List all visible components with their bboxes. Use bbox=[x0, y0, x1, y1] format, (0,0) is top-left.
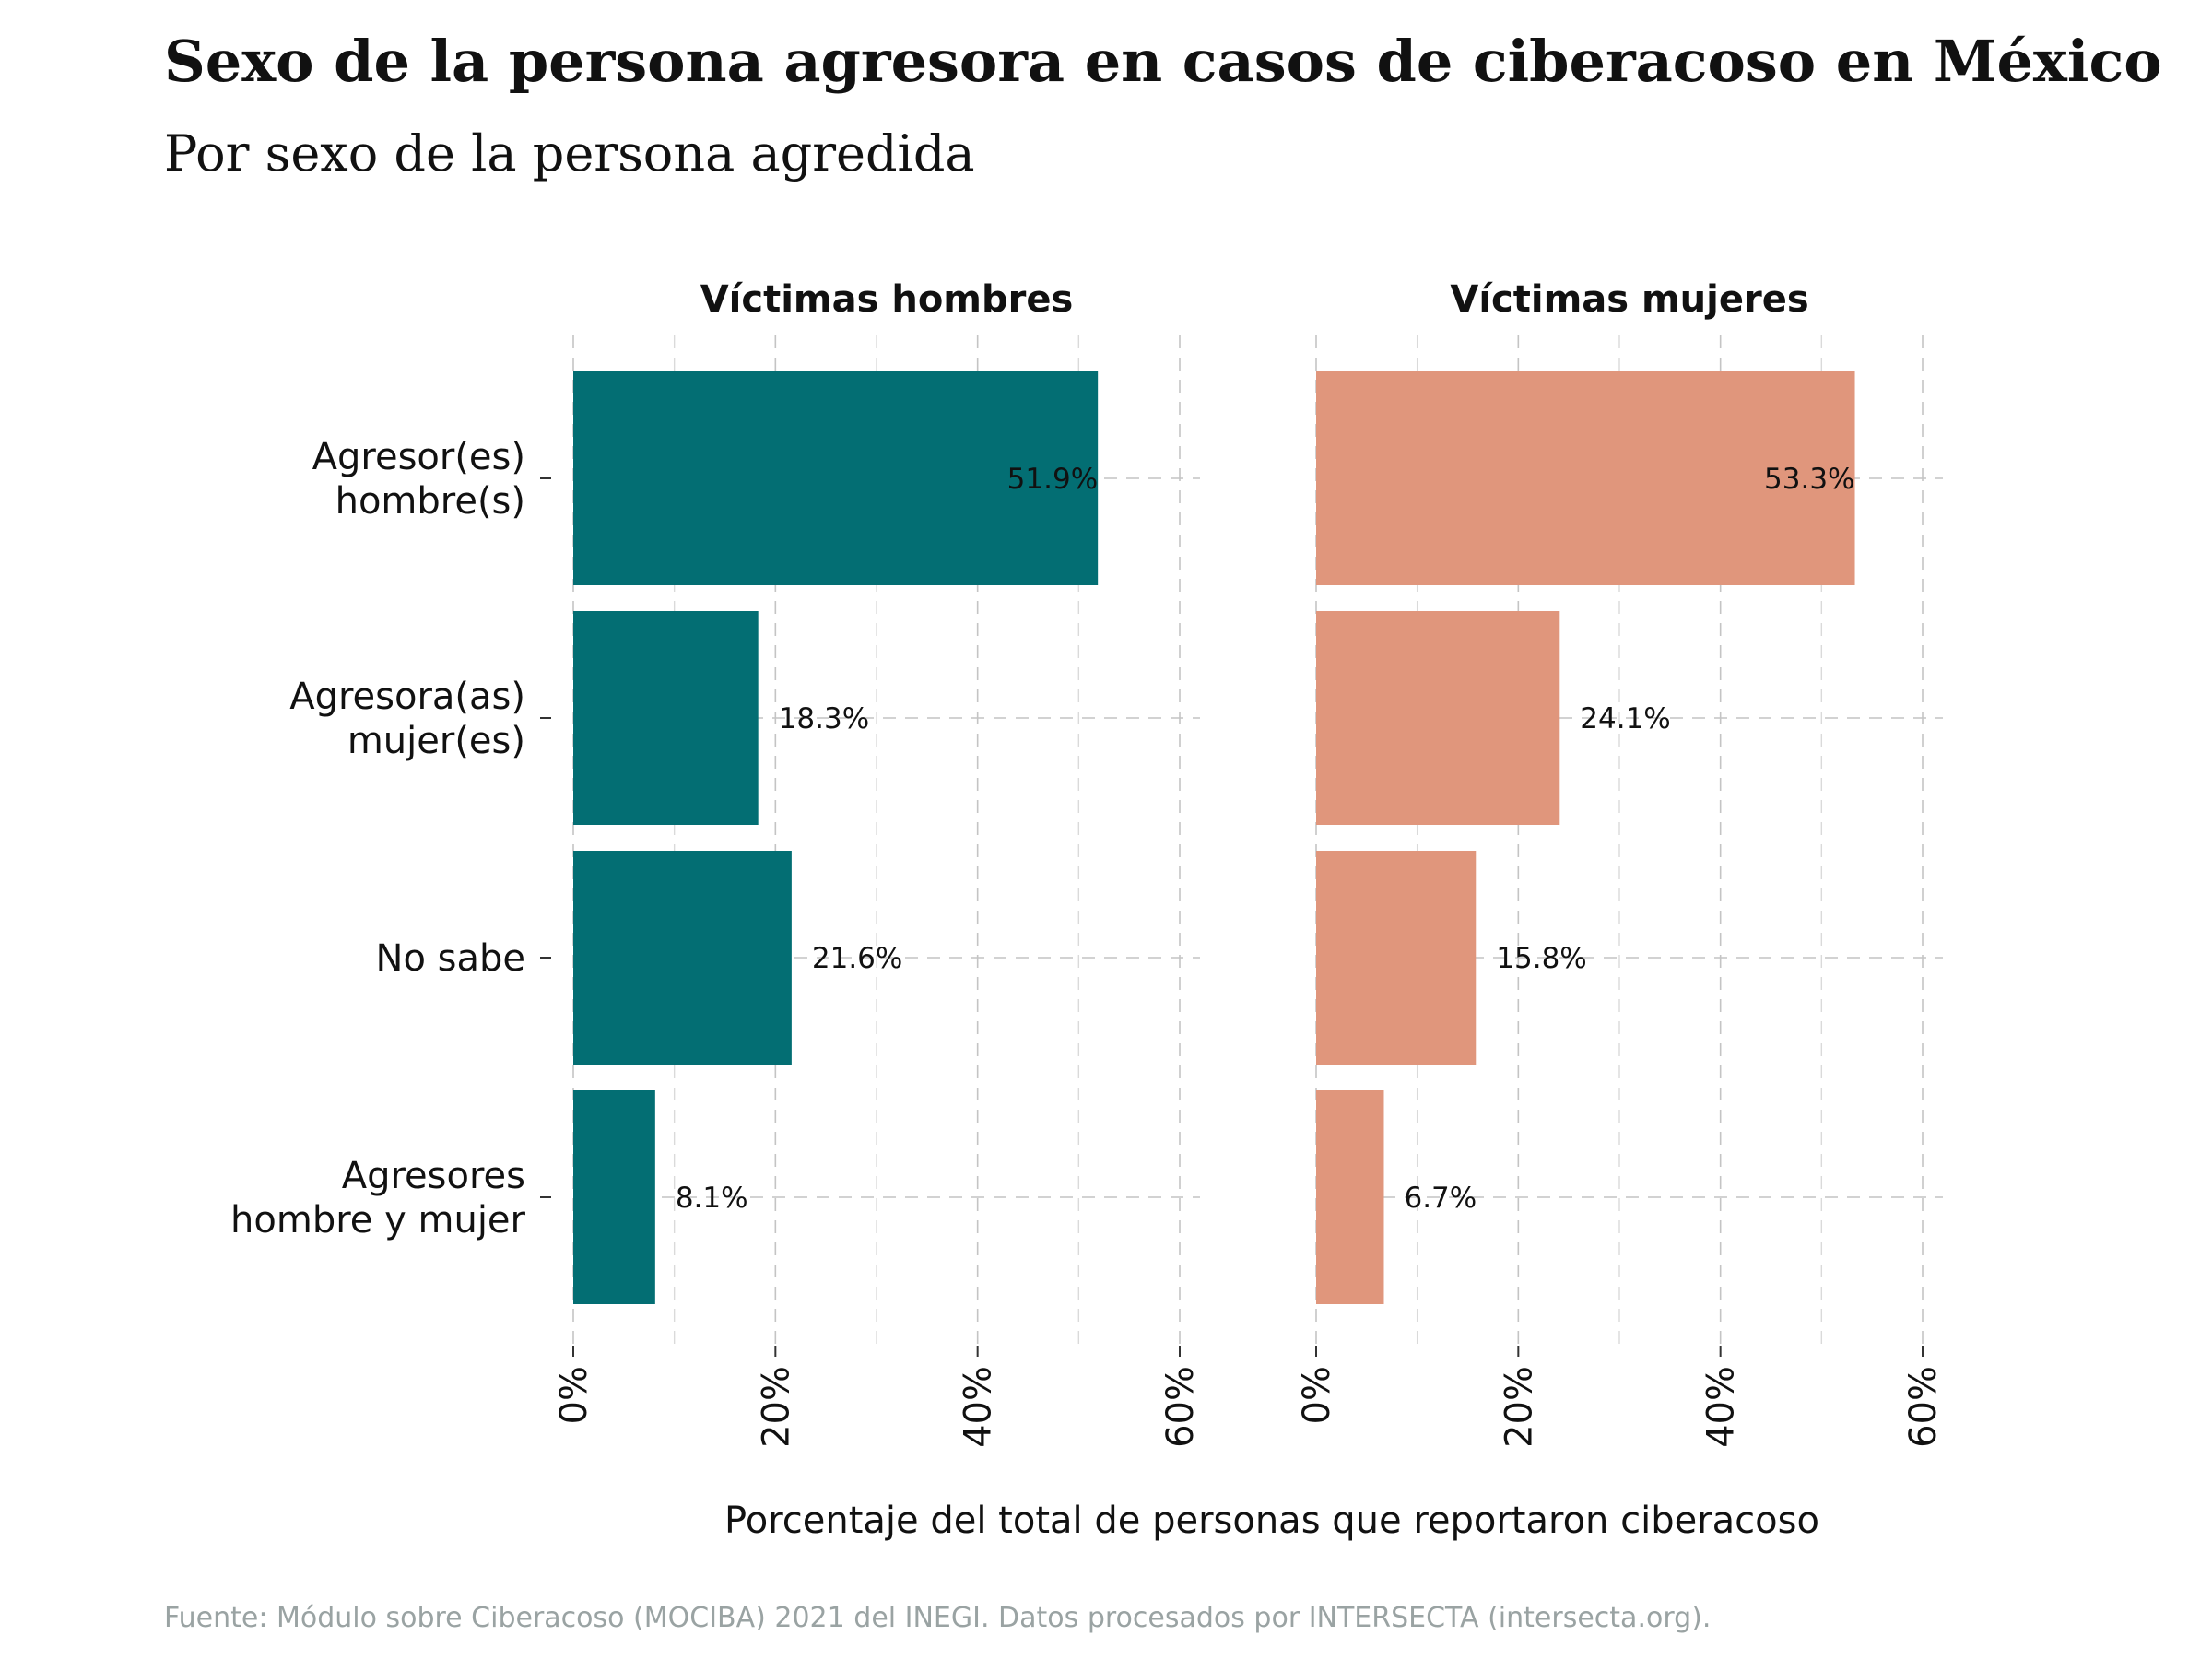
category-label-line: hombre(s) bbox=[335, 480, 525, 523]
category-label-line: hombre y mujer bbox=[230, 1199, 525, 1241]
data-label: 6.7% bbox=[1404, 1182, 1477, 1215]
chart-caption: Fuente: Módulo sobre Ciberacoso (MOCIBA)… bbox=[164, 1602, 1711, 1634]
panel-title: Víctimas mujeres bbox=[1450, 278, 1808, 321]
bar bbox=[1316, 851, 1477, 1065]
category-label-line: mujer(es) bbox=[347, 720, 525, 762]
bar bbox=[573, 851, 792, 1065]
chart-subtitle: Por sexo de la persona agredida bbox=[164, 124, 975, 182]
category-label: Agresores hombre y mujer bbox=[230, 1155, 525, 1241]
plot-area: 51.9% 18.3% 21.6% 8.1% Víctimas hombres 0% 20%… bbox=[230, 278, 1945, 1448]
bar bbox=[1316, 1090, 1384, 1304]
data-label: 15.8% bbox=[1496, 942, 1586, 975]
x-axis-title: Porcentaje del total de personas que rep… bbox=[724, 1500, 1819, 1542]
bar bbox=[573, 1090, 655, 1304]
x-tick-label: 20% bbox=[1498, 1366, 1540, 1448]
category-label: No sabe bbox=[376, 937, 525, 980]
bar bbox=[1316, 611, 1560, 825]
data-label: 24.1% bbox=[1580, 702, 1670, 735]
panel-1: 51.9% 18.3% 21.6% 8.1% Víctimas hombres 0% 20%… bbox=[553, 278, 1202, 1448]
bar bbox=[573, 611, 759, 825]
panel-title: Víctimas hombres bbox=[700, 278, 1074, 321]
chart-title: Sexo de la persona agresora en casos de … bbox=[164, 28, 2162, 95]
category-label: Agresor(es) hombre(s) bbox=[312, 436, 525, 523]
data-label: 53.3% bbox=[1764, 463, 1854, 496]
x-tick-label: 60% bbox=[1159, 1366, 1202, 1448]
x-tick-label: 40% bbox=[958, 1366, 1000, 1448]
data-label: 21.6% bbox=[812, 942, 902, 975]
x-tick-label: 60% bbox=[1902, 1366, 1945, 1448]
x-tick-label: 0% bbox=[553, 1366, 595, 1424]
category-label-line: Agresora(as) bbox=[289, 676, 525, 718]
panel-2: 53.3% 24.1% 15.8% 6.7% Víctimas mujeres 0% 20%… bbox=[1296, 278, 1945, 1448]
category-label-line: Agresores bbox=[342, 1155, 525, 1197]
x-tick-label: 0% bbox=[1296, 1366, 1338, 1424]
category-label-line: No sabe bbox=[376, 937, 525, 980]
category-label: Agresora(as) mujer(es) bbox=[289, 676, 525, 762]
x-tick-label: 40% bbox=[1700, 1366, 1743, 1448]
bar bbox=[573, 371, 1099, 585]
x-tick-label: 20% bbox=[755, 1366, 797, 1448]
data-label: 51.9% bbox=[1007, 463, 1098, 496]
category-label-line: Agresor(es) bbox=[312, 436, 525, 478]
bar bbox=[1316, 371, 1855, 585]
data-label: 8.1% bbox=[676, 1182, 748, 1215]
data-label: 18.3% bbox=[779, 702, 869, 735]
